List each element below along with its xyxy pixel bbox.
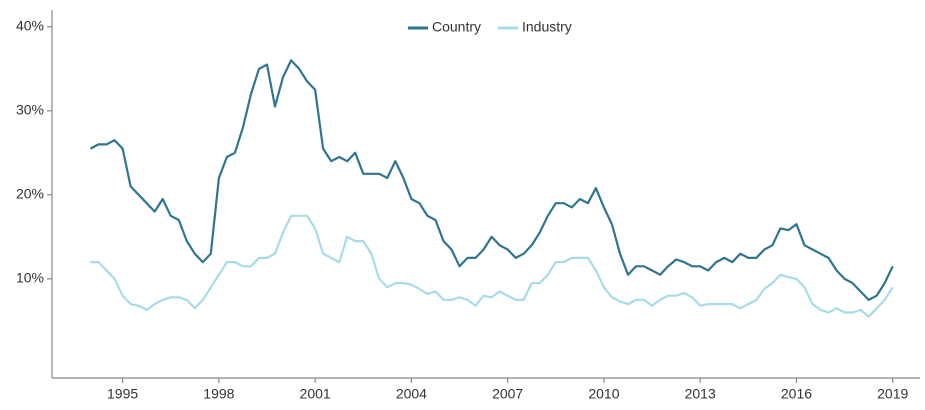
x-tick-label: 2007 (492, 386, 523, 402)
x-tick-label: 2010 (588, 386, 619, 402)
x-tick-label: 1998 (203, 386, 234, 402)
y-tick-label: 20% (16, 186, 44, 202)
legend-label: Industry (522, 19, 572, 35)
line-series (89, 59, 894, 301)
x-tick-label: 2019 (877, 386, 908, 402)
legend-label: Country (432, 19, 481, 35)
x-tick-label: 2001 (300, 386, 331, 402)
line-series (90, 214, 894, 318)
y-tick-label: 40% (16, 18, 44, 34)
x-tick-label: 2013 (685, 386, 716, 402)
y-tick-label: 30% (16, 102, 44, 118)
x-tick-label: 2004 (396, 386, 427, 402)
x-tick-label: 1995 (107, 386, 138, 402)
y-tick-label: 10% (16, 270, 44, 286)
x-tick-label: 2016 (781, 386, 812, 402)
